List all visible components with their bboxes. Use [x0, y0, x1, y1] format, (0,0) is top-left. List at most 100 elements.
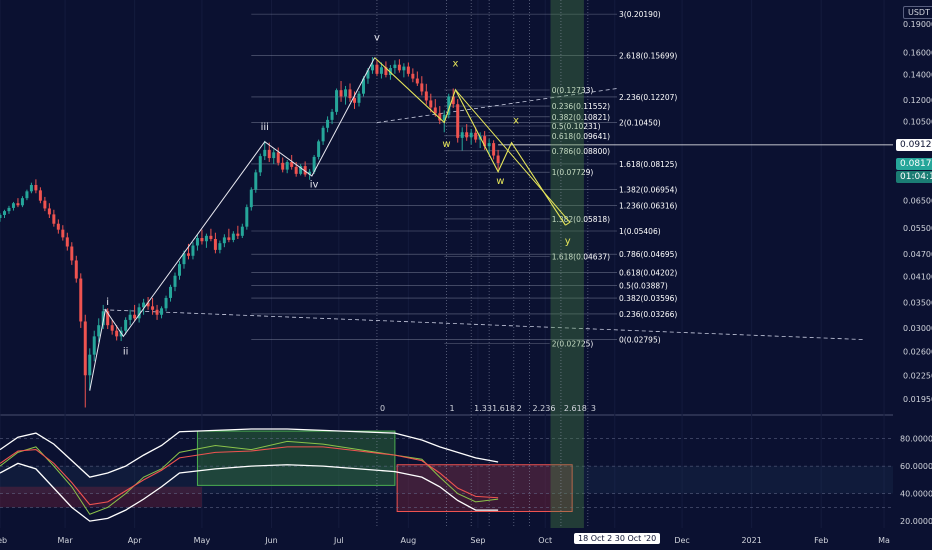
time-fib-label: 1.33 — [474, 404, 492, 413]
candle-body — [330, 111, 334, 120]
osc-tick-label: 80.00000 — [900, 435, 932, 444]
oscillator-lines — [0, 428, 499, 522]
candle-body — [70, 246, 74, 261]
candle-body — [375, 64, 379, 74]
date-range-badge: 18 Oct 2 30 Oct '20 — [574, 533, 661, 544]
candle-body — [496, 155, 500, 164]
time-fib-label: 0 — [380, 404, 385, 413]
candle-body — [160, 308, 164, 315]
time-tick-label: Mar — [58, 536, 74, 545]
candle-body — [267, 149, 271, 159]
oscillator-pane — [0, 428, 499, 522]
osc-red-zone-left — [0, 486, 202, 508]
candle-body — [249, 189, 253, 208]
fib-retrace-label: 0.382(0.10821) — [552, 113, 610, 122]
fib-retrace-label: 1.618(0.04637) — [552, 252, 610, 261]
candle-body — [402, 66, 406, 71]
wave-label: w — [442, 139, 450, 150]
time-tick-label: Apr — [128, 536, 143, 545]
time-tick-label: Jul — [333, 536, 344, 545]
time-fib-label: 2.236 — [533, 404, 556, 413]
fib-level-label: 0(0.02795) — [619, 336, 661, 345]
candle-body — [411, 73, 415, 79]
candle-body — [370, 64, 374, 71]
fib-level-label: 3(0.20190) — [619, 10, 661, 19]
current-price-badge: 0.09122 — [896, 139, 932, 151]
candle-body — [11, 203, 15, 208]
osc-line — [0, 440, 499, 515]
wave-label: ii — [123, 347, 129, 358]
candle-body — [492, 143, 496, 156]
candle-body — [20, 198, 24, 206]
countdown-badge: 01:04:17 — [896, 171, 932, 183]
candle-body — [308, 171, 312, 175]
candle-body — [92, 336, 96, 355]
fib-level-label: 1.382(0.06954) — [619, 186, 677, 195]
candle-body — [447, 96, 451, 115]
candle-body — [146, 302, 150, 307]
candle-body — [451, 96, 455, 105]
fib-retrace-label: 0.618(0.09641) — [552, 132, 610, 141]
candle-body — [79, 278, 83, 322]
osc-tick-label: 60.00000 — [900, 462, 932, 471]
candle-body — [151, 306, 155, 310]
time-fib-label: 2.618 — [564, 404, 587, 413]
time-tick-label: Feb — [814, 536, 828, 545]
candle-body — [483, 136, 487, 147]
wave-label: iii — [261, 122, 269, 133]
fib-level-label: 2.236(0.12207) — [619, 93, 677, 102]
candle-body — [88, 354, 92, 376]
candle-body — [133, 314, 137, 319]
candle-body — [155, 309, 159, 315]
candle-body — [263, 149, 267, 157]
candle-body — [83, 321, 87, 376]
candle-body — [397, 64, 401, 71]
candle-body — [353, 98, 357, 103]
currency-badge[interactable]: USDT — [903, 6, 932, 19]
fib-level-label: 0.236(0.03266) — [619, 310, 677, 319]
candle-body — [379, 67, 383, 74]
osc-signal-line — [0, 446, 499, 506]
candle-body — [469, 132, 473, 138]
wave-label: iv — [310, 179, 319, 190]
candle-body — [335, 90, 339, 112]
fib-level-label: 2(0.10450) — [619, 119, 661, 128]
candle-body — [312, 156, 316, 172]
wave-label: y — [565, 236, 571, 247]
fib-retrace-label: 1.382(0.05818) — [552, 215, 610, 224]
candle-body — [218, 243, 222, 250]
candle-body — [137, 307, 141, 319]
time-tick-label: 2021 — [741, 536, 761, 545]
candle-body — [258, 156, 262, 173]
candle-body — [74, 260, 78, 279]
candle-body — [177, 264, 181, 276]
candle-body — [34, 184, 38, 191]
candle-body — [191, 245, 195, 256]
candle-body — [433, 107, 437, 114]
fib-level-label: 0.382(0.03596) — [619, 294, 677, 303]
candle-body — [128, 314, 132, 320]
fib-retrace-label: 0.236(0.11552) — [552, 102, 610, 111]
fibonacci-time-zones: 0 1 1.33 1.618 2 2.236 2.618 3 — [376, 0, 596, 528]
candle-body — [460, 132, 464, 138]
candle-body — [361, 78, 365, 94]
candle-body — [204, 235, 208, 242]
oscillator-zones — [0, 430, 893, 512]
trend-dashed-line — [376, 88, 618, 123]
time-tick-label: Oct — [538, 536, 552, 545]
candle-body — [465, 132, 469, 138]
candle-body — [106, 311, 110, 326]
candle-body — [348, 89, 352, 99]
candle-body — [281, 162, 285, 170]
price-tick-label: 0.01950 — [903, 395, 932, 404]
candle-body — [169, 286, 173, 298]
candle-body — [420, 83, 424, 92]
elliott-wave-lines — [89, 57, 571, 391]
candle-body — [209, 235, 213, 239]
impulse-wave-line — [89, 57, 376, 391]
candle-body — [2, 211, 6, 215]
